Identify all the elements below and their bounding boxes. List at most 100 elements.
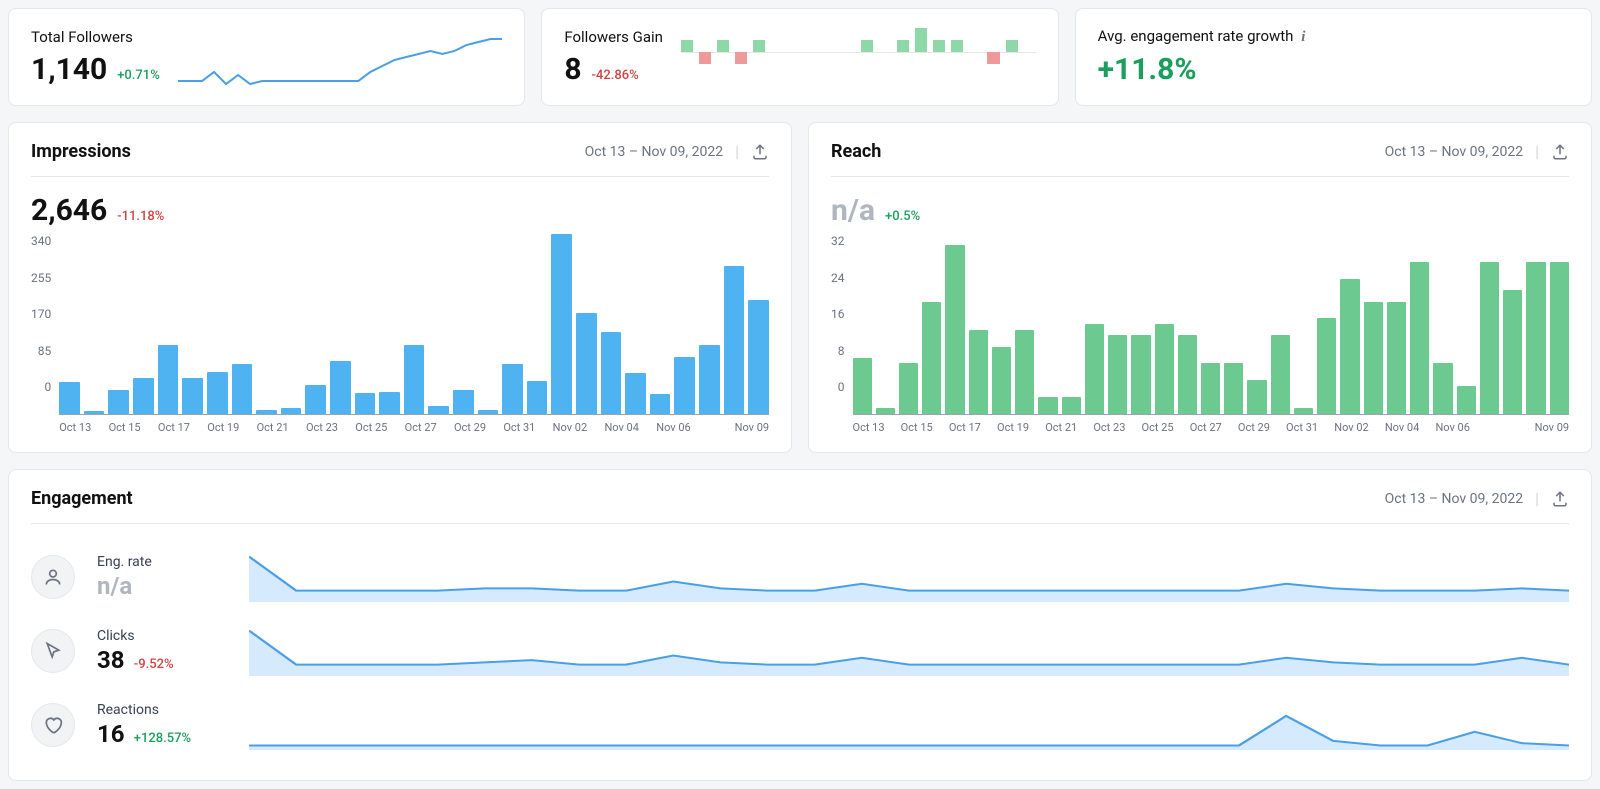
bar (207, 372, 228, 414)
engagement-title: Engagement (31, 488, 133, 509)
info-icon[interactable]: i (1301, 29, 1305, 45)
total-followers-label: Total Followers (31, 28, 160, 46)
bar (922, 302, 941, 415)
bar (1340, 279, 1359, 414)
engagement-metric-value: n/a (97, 572, 132, 600)
engagement-card: Engagement Oct 13 – Nov 09, 2022 | Eng. … (8, 469, 1592, 781)
engagement-sparkline (249, 626, 1569, 676)
followers-gain-label: Followers Gain (564, 28, 663, 46)
engagement-metric-label: Eng. rate (97, 554, 227, 570)
engagement-growth-value: +11.8% (1098, 52, 1197, 87)
bar (945, 245, 964, 414)
followers-gain-chart (681, 27, 1036, 87)
divider: | (1535, 489, 1539, 508)
bar (256, 410, 277, 414)
impressions-delta: -11.18% (117, 209, 164, 224)
bar (1480, 262, 1499, 414)
bar (969, 330, 988, 414)
bar (1131, 335, 1150, 414)
bar (158, 345, 179, 414)
bar (478, 410, 499, 414)
bar (1457, 386, 1476, 414)
bar (748, 300, 769, 414)
bar (876, 408, 895, 414)
engagement-date-range: Oct 13 – Nov 09, 2022 (1385, 491, 1523, 507)
followers-gain-card: Followers Gain 8 -42.86% (541, 8, 1058, 106)
bar (1015, 330, 1034, 414)
bar (625, 373, 646, 414)
engagement-sparkline (249, 700, 1569, 750)
bar (601, 332, 622, 414)
engagement-metric-value: 16 (97, 720, 125, 748)
bar (1201, 363, 1220, 414)
bar (1224, 363, 1243, 414)
bar (1410, 262, 1429, 414)
reach-date-range: Oct 13 – Nov 09, 2022 (1385, 144, 1523, 160)
bar (674, 357, 695, 414)
reach-card: Reach Oct 13 – Nov 09, 2022 | n/a +0.5% … (808, 122, 1592, 453)
bar (133, 378, 154, 414)
bar (650, 394, 671, 414)
bar (232, 364, 253, 414)
bar (502, 364, 523, 414)
bar (1387, 302, 1406, 415)
charts-row: Impressions Oct 13 – Nov 09, 2022 | 2,64… (8, 122, 1592, 453)
bar (724, 266, 745, 414)
person-icon (31, 555, 75, 599)
export-icon[interactable] (1551, 143, 1569, 161)
bar (1085, 324, 1104, 414)
bar (1503, 290, 1522, 414)
bar (527, 381, 548, 414)
export-icon[interactable] (1551, 490, 1569, 508)
bar (699, 345, 720, 414)
engagement-growth-card: Avg. engagement rate growth i +11.8% (1075, 8, 1592, 106)
reach-value: n/a (831, 193, 875, 228)
impressions-bar-chart: 340255170850 Oct 13Oct 15Oct 17Oct 19Oct… (31, 234, 769, 434)
bar (379, 392, 400, 414)
bar (1271, 335, 1290, 414)
impressions-title: Impressions (31, 141, 131, 162)
bar (551, 234, 572, 414)
followers-gain-value: 8 (564, 52, 581, 87)
export-icon[interactable] (751, 143, 769, 161)
engagement-growth-label: Avg. engagement rate growth i (1098, 27, 1306, 46)
engagement-row: Clicks 38 -9.52% (31, 614, 1569, 688)
bar (182, 378, 203, 414)
engagement-row: Reactions 16 +128.57% (31, 688, 1569, 762)
engagement-metric-label: Clicks (97, 628, 227, 644)
bar (992, 347, 1011, 415)
bar (1526, 262, 1545, 414)
top-metrics-row: Total Followers 1,140 +0.71% Followers G… (8, 8, 1592, 106)
engagement-metric-delta: -9.52% (131, 657, 174, 672)
total-followers-delta: +0.71% (117, 68, 160, 83)
reach-bar-chart: 32241680 Oct 13Oct 15Oct 17Oct 19Oct 21O… (831, 234, 1569, 434)
bar (1433, 363, 1452, 414)
impressions-date-range: Oct 13 – Nov 09, 2022 (585, 144, 723, 160)
bar (1155, 324, 1174, 414)
bar (428, 406, 449, 414)
reach-title: Reach (831, 141, 881, 162)
bar (355, 393, 376, 414)
bar (281, 408, 302, 414)
heart-icon (31, 703, 75, 747)
impressions-value: 2,646 (31, 193, 107, 228)
bar (1247, 380, 1266, 414)
engagement-metric-value: 38 (97, 646, 125, 674)
total-followers-sparkline (178, 27, 503, 87)
engagement-metric-label: Reactions (97, 702, 227, 718)
bar (1062, 397, 1081, 414)
impressions-card: Impressions Oct 13 – Nov 09, 2022 | 2,64… (8, 122, 792, 453)
bar (330, 361, 351, 414)
bar (1364, 302, 1383, 415)
bar (1550, 262, 1569, 414)
engagement-growth-label-text: Avg. engagement rate growth (1098, 27, 1294, 45)
engagement-metric-delta: +128.57% (131, 731, 192, 746)
reach-delta: +0.5% (885, 209, 920, 224)
bar (453, 390, 474, 414)
total-followers-card: Total Followers 1,140 +0.71% (8, 8, 525, 106)
engagement-sparkline (249, 552, 1569, 602)
bar (1178, 335, 1197, 414)
bar (404, 345, 425, 414)
bar (59, 382, 80, 414)
bar (576, 313, 597, 414)
